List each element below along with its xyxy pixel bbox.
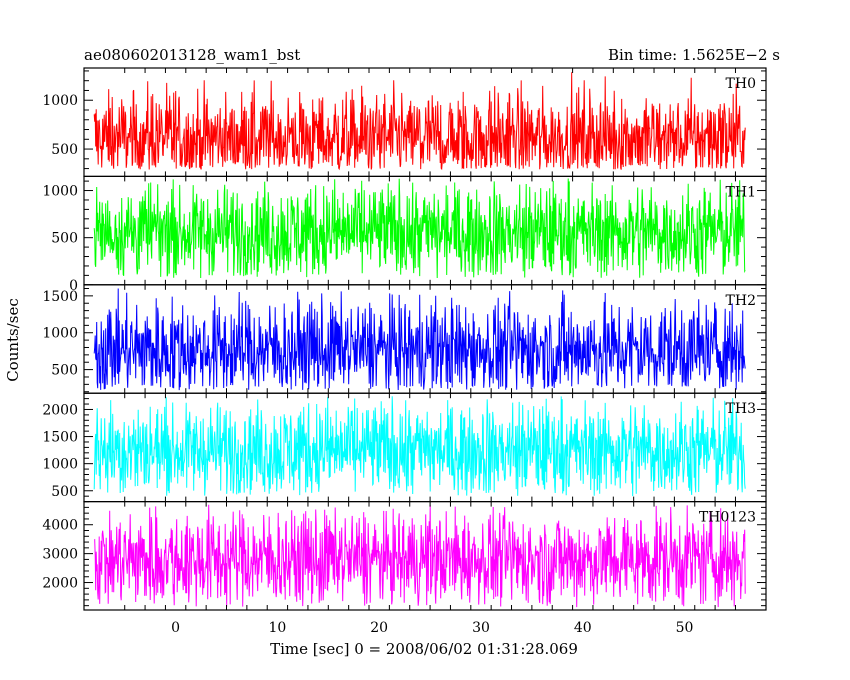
series-line-th0123 <box>93 504 746 608</box>
panel-frame <box>83 501 767 611</box>
y-tick-label: 1500 <box>42 430 78 446</box>
y-tick-label: 500 <box>51 484 78 500</box>
y-tick-label: 1000 <box>42 457 78 473</box>
series-line-th2 <box>93 288 746 391</box>
y-tick-label: 0 <box>69 278 78 294</box>
y-tick-label: 3000 <box>42 547 78 563</box>
x-axis-label: Time [sec] 0 = 2008/06/02 01:31:28.069 <box>270 640 578 658</box>
x-tick-label: 10 <box>268 620 286 636</box>
x-tick-label: 40 <box>574 620 592 636</box>
x-tick-label: 50 <box>676 620 694 636</box>
x-axis: 0 10 20 30 40 50 <box>171 620 693 636</box>
panel-th1: 0 500 1000 TH1 <box>42 175 767 294</box>
y-tick-label: 500 <box>51 142 78 158</box>
band-label-th0123: TH0123 <box>699 510 756 526</box>
y-axis-label: Counts/sec <box>4 298 22 382</box>
series-line-th3 <box>93 396 746 497</box>
panel-th3: 500 1000 1500 2000 TH3 <box>42 392 767 503</box>
band-label-th3: TH3 <box>726 401 756 417</box>
x-tick-label: 30 <box>472 620 490 636</box>
chart-title: ae080602013128_wam1_bst <box>84 46 300 64</box>
panel-th0123: 2000 3000 4000 TH0123 <box>42 501 767 611</box>
panel-th2: 500 1000 1500 TH2 <box>42 284 767 394</box>
panels: 500 1000 TH0 0 500 1000 TH1 500 1000 1500 TH2 500 10… <box>42 67 767 611</box>
y-tick-label: 1500 <box>42 289 78 305</box>
band-label-th1: TH1 <box>726 184 756 200</box>
bin-time-label: Bin time: 1.5625E−2 s <box>608 46 780 64</box>
y-tick-label: 500 <box>51 231 78 247</box>
y-tick-label: 2000 <box>42 576 78 592</box>
y-tick-label: 2000 <box>42 402 78 418</box>
y-tick-label: 1000 <box>42 326 78 342</box>
band-label-th0: TH0 <box>726 76 756 92</box>
y-tick-label: 1000 <box>42 184 78 200</box>
x-tick-label: 20 <box>370 620 388 636</box>
y-tick-label: 4000 <box>42 518 78 534</box>
y-tick-label: 1000 <box>42 93 78 109</box>
panel-th0: 500 1000 TH0 <box>42 67 767 178</box>
series-line-th1 <box>93 178 746 279</box>
x-tick-label: 0 <box>171 620 180 636</box>
series-line-th0 <box>93 72 746 171</box>
band-label-th2: TH2 <box>726 293 756 309</box>
y-tick-label: 500 <box>51 363 78 379</box>
